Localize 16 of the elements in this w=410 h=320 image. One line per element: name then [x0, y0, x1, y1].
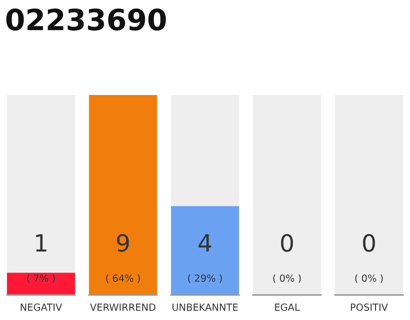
- x-tick-label: POSITIV: [350, 304, 388, 311]
- data-label: 1: [36, 234, 46, 252]
- chart-title: 02233690: [6, 8, 166, 31]
- annotation: ( 0% ): [273, 274, 301, 283]
- data-label: 9: [116, 234, 129, 252]
- x-tick-label: EGAL: [275, 304, 300, 311]
- annotation: ( 29% ): [188, 274, 222, 283]
- data-label: 4: [198, 234, 212, 252]
- data-label: 0: [281, 234, 293, 252]
- x-tick-label: NEGATIV: [20, 304, 62, 311]
- x-tick-label: UNBEKANNTE: [172, 304, 238, 311]
- data-label: 0: [363, 234, 375, 252]
- annotation: ( 0% ): [355, 274, 383, 283]
- x-tick-label: VERWIRREND: [90, 304, 156, 311]
- annotation: ( 7% ): [27, 274, 55, 283]
- annotation: ( 64% ): [106, 274, 140, 283]
